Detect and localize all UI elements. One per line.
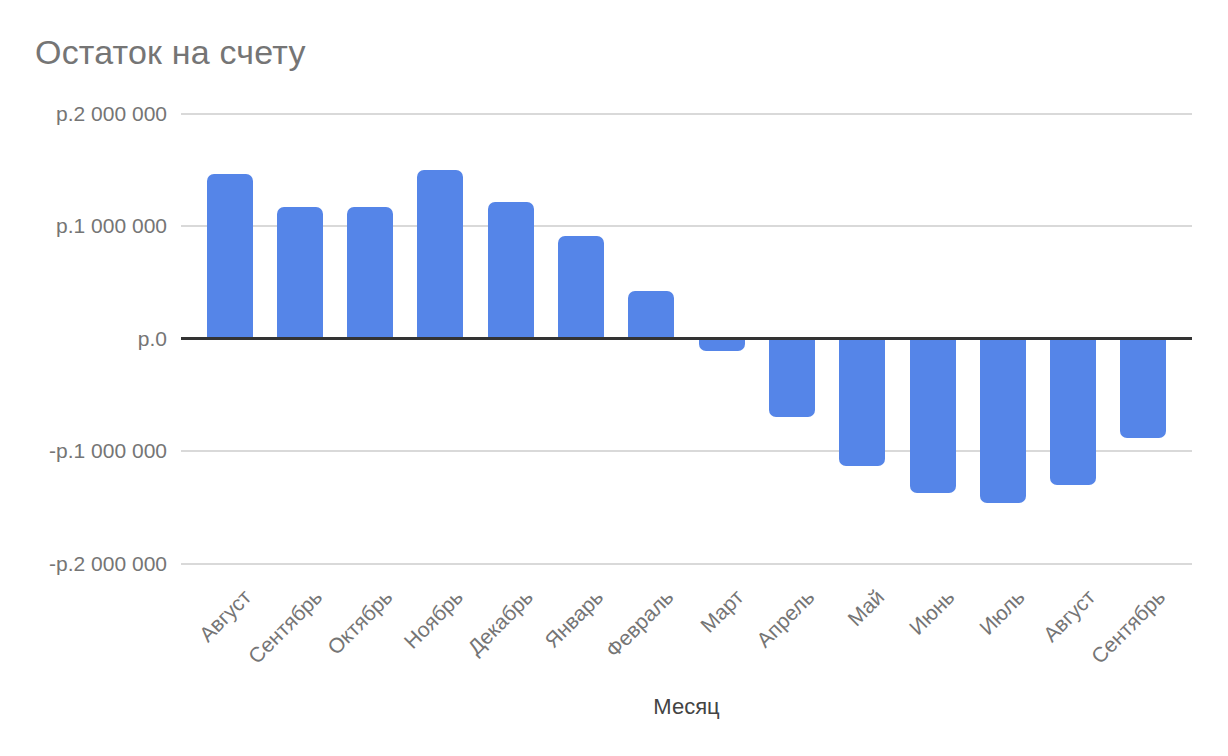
- x-tick-label: Апрель: [752, 585, 819, 652]
- x-tick-label: Январь: [540, 585, 608, 653]
- zero-axis-line: [181, 337, 1192, 340]
- y-tick-label: -р.1 000 000: [49, 439, 167, 463]
- bar[interactable]: [277, 207, 323, 339]
- x-tick-label: Февраль: [601, 585, 678, 662]
- x-tick-label: Сентябрь: [243, 585, 327, 669]
- y-tick-label: -р.2 000 000: [49, 552, 167, 576]
- bar[interactable]: [769, 339, 815, 418]
- x-tick-label: Август: [195, 585, 257, 647]
- x-tick-label: Июль: [975, 585, 1030, 640]
- bar[interactable]: [417, 170, 463, 339]
- x-tick-label: Декабрь: [463, 585, 538, 660]
- plot-area: р.2 000 000 р.1 000 000 р.0 -р.1 000 000 -р.…: [0, 0, 1228, 756]
- chart-container: Остаток на счету р.2 000 000р.1 000 000р…: [0, 0, 1228, 756]
- bar[interactable]: [1050, 339, 1096, 485]
- bar[interactable]: [558, 236, 604, 338]
- bar[interactable]: [207, 174, 253, 338]
- x-tick-label: Сентябрь: [1087, 585, 1171, 669]
- bar[interactable]: [1120, 339, 1166, 438]
- x-tick-label: Ноябрь: [399, 585, 468, 654]
- x-tick-label: Март: [696, 585, 749, 638]
- gridline: [181, 225, 1192, 227]
- bar[interactable]: [839, 339, 885, 466]
- x-tick-label: Июнь: [905, 585, 960, 640]
- bar[interactable]: [347, 207, 393, 339]
- x-tick-label: Октябрь: [323, 585, 398, 660]
- bar[interactable]: [488, 202, 534, 338]
- gridline: [181, 113, 1192, 115]
- y-tick-label: р.1 000 000: [56, 214, 167, 238]
- gridline: [181, 563, 1192, 565]
- gridline: [181, 450, 1192, 452]
- bar[interactable]: [980, 339, 1026, 503]
- x-tick-label: Август: [1038, 585, 1100, 647]
- bar[interactable]: [628, 291, 674, 338]
- x-tick-label: Май: [843, 585, 889, 631]
- x-axis-title: Месяц: [181, 694, 1192, 720]
- y-tick-label: р.2 000 000: [56, 102, 167, 126]
- bar[interactable]: [699, 339, 745, 351]
- y-tick-label: р.0: [138, 327, 167, 351]
- bar[interactable]: [910, 339, 956, 493]
